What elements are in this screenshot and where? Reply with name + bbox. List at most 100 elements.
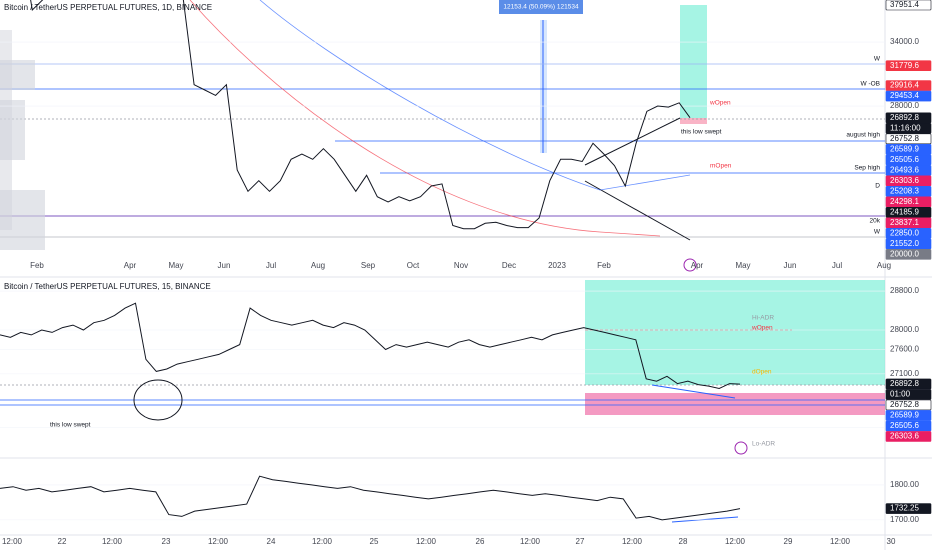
x-tick-label: 29	[784, 537, 793, 546]
price-tag-label: 26505.6	[890, 421, 919, 430]
event-icon	[734, 441, 748, 455]
long-target-zone	[585, 280, 885, 385]
x-tick-label: 12:00	[622, 537, 643, 546]
x-tick-label: Apr	[691, 261, 704, 270]
annotation: august high	[846, 132, 880, 139]
annotation: this low swept	[50, 422, 91, 429]
annotation: dOpen	[752, 369, 772, 376]
x-tick-label: 26	[476, 537, 485, 546]
x-tick-label: 27	[576, 537, 585, 546]
price-tag	[885, 238, 932, 250]
x-tick-label: May	[168, 261, 183, 270]
y-tick-label: 27600.0	[890, 345, 919, 354]
price-tag-label: 26505.6	[890, 155, 919, 164]
price-tag	[885, 378, 932, 390]
x-tick-label: Jul	[832, 261, 842, 270]
trend-line	[671, 516, 739, 523]
stop-zone	[585, 393, 885, 415]
annotation: this low swept	[681, 129, 722, 136]
price-tag-label: 26493.6	[890, 165, 919, 174]
price-tag	[885, 249, 932, 260]
y-tick-label: 1700.00	[890, 515, 919, 524]
wedge-line	[584, 180, 691, 241]
y-tick-label: 1800.00	[890, 480, 919, 489]
x-tick-label: 12:00	[2, 537, 23, 546]
x-tick-label: Dec	[502, 261, 516, 270]
y-tick-label: 28000.0	[890, 101, 919, 110]
price-tag-label: 20000.0	[890, 249, 919, 258]
x-tick-label: 22	[58, 537, 67, 546]
y-tick-label: 34000.0	[890, 37, 919, 46]
x-tick-label: Feb	[597, 261, 611, 270]
price-tag	[885, 186, 932, 197]
y-tick-label: 28000.0	[890, 325, 919, 334]
price-tag	[885, 217, 932, 229]
price-tag-label: 26589.9	[890, 411, 919, 420]
price-tag	[885, 410, 932, 421]
price-line	[30, 0, 691, 230]
volume-profile	[0, 30, 45, 250]
x-tick-label: 25	[370, 537, 379, 546]
price-tag	[885, 389, 932, 400]
price-tag-label: 37951.4	[890, 0, 919, 9]
long-target-zone	[680, 5, 707, 118]
x-tick-label: Nov	[454, 261, 468, 270]
annotation: Lo-ADR	[752, 441, 775, 448]
price-line	[0, 475, 741, 521]
price-tag-label: 1732.25	[890, 504, 919, 513]
annotation: Hi-ADR	[752, 315, 774, 322]
price-tag-label: 25208.3	[890, 186, 919, 195]
price-tag	[885, 196, 932, 208]
stop-zone	[680, 118, 707, 124]
x-tick-label: Apr	[124, 261, 137, 270]
price-tag-label: 29916.4	[890, 81, 919, 90]
price-tag-label: 24185.9	[890, 207, 919, 216]
price-tag-label: 23837.1	[890, 218, 919, 227]
price-tag	[885, 0, 932, 11]
x-tick-label: Jun	[218, 261, 231, 270]
annotation: 20k	[870, 218, 881, 225]
x-tick-label: Jun	[784, 261, 797, 270]
price-tag	[885, 431, 932, 442]
price-tag	[885, 112, 932, 124]
x-tick-label: 30	[887, 537, 896, 546]
event-icon	[683, 258, 697, 272]
price-tag	[885, 133, 932, 145]
x-tick-label: 28	[679, 537, 688, 546]
x-tick-label: 23	[162, 537, 171, 546]
price-tag	[885, 420, 932, 432]
price-tag-label: 31779.6	[890, 61, 919, 70]
x-tick-label: 12:00	[416, 537, 437, 546]
x-tick-label: Sep	[361, 261, 376, 270]
price-tag-label: 26892.8	[890, 379, 919, 388]
highlight-circle	[133, 379, 183, 421]
x-tick-label: May	[735, 261, 750, 270]
price-tag-label: 26589.9	[890, 144, 919, 153]
price-tag	[885, 144, 932, 155]
annotation: Sep high	[854, 165, 880, 172]
x-tick-label: 12:00	[208, 537, 229, 546]
price-tag	[885, 399, 932, 411]
price-tag	[885, 60, 932, 72]
trend-line	[651, 384, 736, 399]
x-tick-label: Oct	[407, 261, 420, 270]
moving-average	[189, 0, 661, 237]
x-tick-label: 12:00	[520, 537, 541, 546]
annotation: D	[875, 183, 880, 190]
x-tick-label: 2023	[548, 261, 566, 270]
price-tag	[885, 207, 932, 218]
x-tick-label: Feb	[30, 261, 44, 270]
price-tag	[885, 80, 932, 91]
price-tag-label: 11:16:00	[890, 123, 921, 132]
annotation: W	[874, 56, 881, 63]
price-tag-label: 24298.1	[890, 197, 919, 206]
x-tick-label: Aug	[877, 261, 891, 270]
price-tag	[885, 228, 932, 239]
annotation: wOpen	[709, 100, 731, 107]
price-tag	[885, 90, 932, 102]
x-tick-label: 24	[267, 537, 276, 546]
price-tag-label: 21552.0	[890, 239, 919, 248]
moving-average	[259, 0, 691, 191]
x-tick-label: 12:00	[102, 537, 123, 546]
